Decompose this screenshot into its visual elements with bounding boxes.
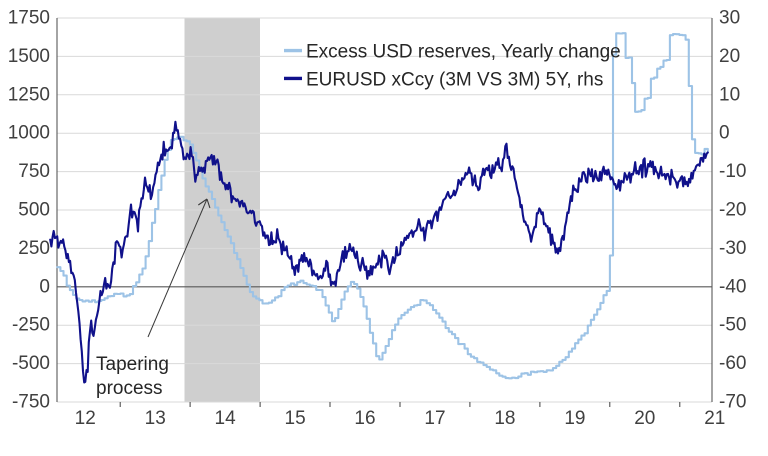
- svg-text:-500: -500: [12, 353, 50, 374]
- svg-text:21: 21: [704, 408, 725, 429]
- svg-text:250: 250: [18, 238, 50, 259]
- svg-text:17: 17: [424, 408, 445, 429]
- svg-text:-250: -250: [12, 315, 50, 336]
- svg-text:18: 18: [494, 408, 515, 429]
- svg-text:-10: -10: [719, 161, 746, 182]
- svg-text:500: 500: [18, 200, 50, 221]
- svg-text:EURUSD xCcy (3M VS 3M) 5Y, rhs: EURUSD xCcy (3M VS 3M) 5Y, rhs: [306, 69, 603, 90]
- svg-text:19: 19: [564, 408, 585, 429]
- svg-text:-20: -20: [719, 200, 746, 221]
- svg-text:16: 16: [354, 408, 375, 429]
- svg-text:-60: -60: [719, 353, 746, 374]
- svg-text:-30: -30: [719, 238, 746, 259]
- svg-text:Tapering: Tapering: [96, 354, 169, 375]
- svg-text:process: process: [96, 378, 163, 399]
- svg-text:1750: 1750: [8, 8, 50, 29]
- svg-text:30: 30: [719, 8, 740, 29]
- svg-text:14: 14: [215, 408, 237, 429]
- svg-text:12: 12: [75, 408, 96, 429]
- svg-text:0: 0: [39, 276, 50, 297]
- svg-text:750: 750: [18, 161, 50, 182]
- svg-text:0: 0: [719, 123, 730, 144]
- svg-text:-40: -40: [719, 276, 746, 297]
- svg-text:20: 20: [634, 408, 655, 429]
- svg-text:-50: -50: [719, 315, 746, 336]
- svg-text:Excess USD reserves, Yearly ch: Excess USD reserves, Yearly change: [306, 42, 621, 63]
- svg-text:20: 20: [719, 46, 740, 67]
- svg-text:-750: -750: [12, 392, 50, 413]
- svg-text:1000: 1000: [8, 123, 50, 144]
- svg-text:1250: 1250: [8, 84, 50, 105]
- svg-text:1500: 1500: [8, 46, 50, 67]
- svg-text:13: 13: [145, 408, 166, 429]
- svg-text:15: 15: [285, 408, 306, 429]
- svg-text:10: 10: [719, 84, 740, 105]
